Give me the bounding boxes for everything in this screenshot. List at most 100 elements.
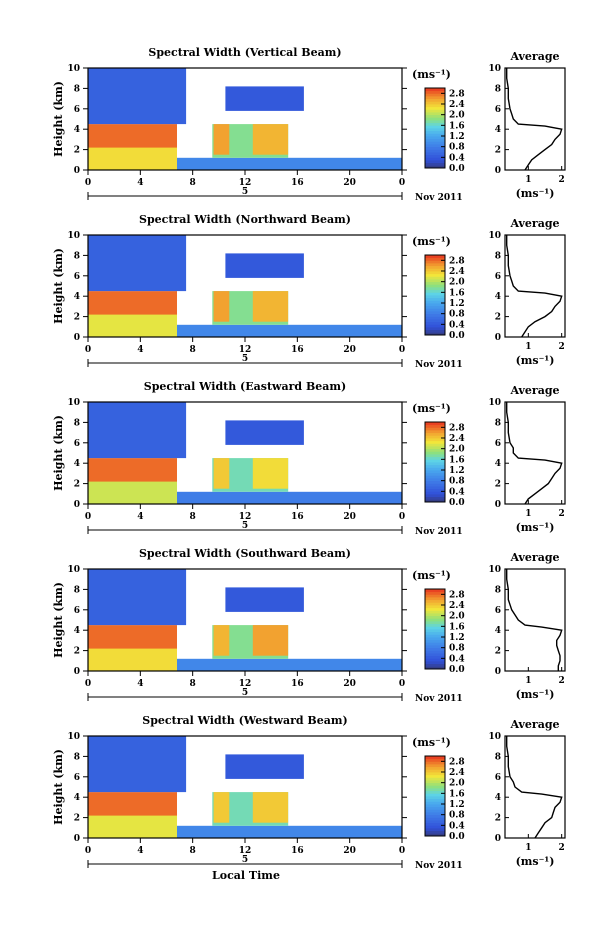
colorbar-step: [425, 104, 445, 108]
date-month-year: Nov 2011: [415, 527, 463, 537]
profile-y-tick-label: 4: [495, 793, 501, 803]
panel-title: Spectral Width (Southward Beam): [139, 547, 351, 560]
colorbar-step: [425, 629, 445, 633]
colorbar-step: [425, 93, 445, 97]
y-tick-label: 10: [67, 231, 80, 241]
date-month-year: Nov 2011: [415, 193, 463, 203]
heatmap-cell: [225, 420, 304, 445]
colorbar-frame: [424, 87, 446, 169]
y-tick-label: 6: [74, 439, 80, 449]
y-axis-label: Height (km): [52, 749, 65, 825]
y-axis-label: Height (km): [52, 582, 65, 658]
heatmap-cell: [88, 235, 187, 292]
colorbar-step: [425, 165, 445, 169]
x-tick-label: 12: [239, 679, 252, 689]
profile-y-tick-label: 4: [495, 459, 501, 469]
colorbar-step: [425, 796, 445, 800]
colorbar-step: [425, 152, 445, 156]
heatmap-cell: [88, 815, 177, 838]
colorbar-step: [425, 663, 445, 667]
profile-line: [506, 68, 563, 171]
colorbar-step: [425, 607, 445, 611]
x-tick-label: 0: [399, 679, 405, 689]
colorbar-step: [425, 268, 445, 272]
colorbar-tick-label: 1.2: [449, 299, 465, 309]
x-tick-label: 8: [190, 679, 196, 689]
y-axis-label: Height (km): [52, 248, 65, 324]
colorbar-step: [425, 303, 445, 307]
x-tick-label: 4: [137, 178, 143, 188]
y-tick-label: 6: [74, 105, 80, 115]
colorbar-step: [425, 311, 445, 315]
x-tick-label: 12: [239, 512, 252, 522]
profile-x-tick-label: 2: [559, 676, 565, 686]
profile-x-tick-label: 2: [559, 509, 565, 519]
profile-x-tick-label: 1: [525, 676, 531, 686]
profile-x-axis-label: (ms⁻¹): [516, 354, 555, 367]
profile-frame: [504, 234, 566, 338]
y-tick-label: 2: [74, 480, 80, 490]
y-tick-label: 4: [74, 793, 80, 803]
heatmap-cell: [88, 147, 177, 170]
colorbar-step: [425, 774, 445, 778]
colorbar: [425, 88, 445, 169]
profile-y-tick-label: 10: [488, 732, 501, 742]
x-tick-label: 16: [291, 679, 304, 689]
colorbar-step: [425, 478, 445, 482]
colorbar-tick-label: 2.8: [449, 757, 465, 767]
colorbar-step: [425, 661, 445, 665]
colorbar-step: [425, 766, 445, 770]
heatmap-cell: [88, 314, 177, 337]
heatmap-cell: [225, 253, 304, 278]
profile-y-tick-label: 0: [495, 667, 501, 677]
profile-y-tick-label: 6: [495, 105, 501, 115]
colorbar-step: [425, 316, 445, 320]
profile-y-tick-label: 8: [495, 251, 501, 261]
colorbar-step: [425, 308, 445, 312]
x-tick-label: 16: [291, 512, 304, 522]
colorbar-step: [425, 313, 445, 317]
colorbar-tick-label: 1.2: [449, 132, 465, 142]
colorbar-step: [425, 806, 445, 810]
colorbar-tick-label: 0.0: [449, 665, 465, 675]
colorbar-unit: (ms⁻¹): [412, 736, 451, 749]
heatmap: [88, 402, 402, 504]
colorbar-unit: (ms⁻¹): [412, 569, 451, 582]
x-tick-label: 16: [291, 846, 304, 856]
colorbar-step: [425, 769, 445, 773]
panel-title: Spectral Width (Vertical Beam): [148, 46, 341, 59]
panel-title: Spectral Width (Westward Beam): [142, 714, 347, 727]
colorbar-step: [425, 772, 445, 776]
colorbar-step: [425, 451, 445, 455]
colorbar-tick-label: 2.8: [449, 423, 465, 433]
date-day: 5: [242, 187, 248, 197]
colorbar-tick-label: 1.2: [449, 466, 465, 476]
colorbar-step: [425, 822, 445, 826]
colorbar-tick-label: 0.4: [449, 821, 465, 831]
colorbar-tick-label: 0.4: [449, 487, 465, 497]
panel-5: Spectral Width (Westward Beam)0246810Hei…: [52, 714, 566, 871]
colorbar-step: [425, 793, 445, 797]
x-tick-label: 0: [399, 512, 405, 522]
y-tick-label: 0: [74, 500, 80, 510]
colorbar-tick-label: 2.4: [449, 267, 465, 277]
y-tick-label: 10: [67, 732, 80, 742]
colorbar-step: [425, 125, 445, 129]
colorbar-step: [425, 141, 445, 145]
heatmap-cell: [88, 736, 187, 793]
colorbar-step: [425, 443, 445, 447]
x-tick-label: 0: [399, 178, 405, 188]
profile-y-tick-label: 8: [495, 418, 501, 428]
profile-frame: [504, 568, 566, 672]
colorbar-step: [425, 798, 445, 802]
panels-group: Spectral Width (Vertical Beam)0246810Hei…: [52, 46, 566, 871]
colorbar-step: [425, 257, 445, 261]
colorbar-step: [425, 814, 445, 818]
profile-x-axis-label: (ms⁻¹): [516, 855, 555, 868]
panel-title: Spectral Width (Northward Beam): [139, 213, 351, 226]
profile-line: [506, 235, 563, 338]
y-tick-label: 10: [67, 64, 80, 74]
colorbar-step: [425, 438, 445, 442]
colorbar-tick-label: 2.0: [449, 612, 465, 622]
